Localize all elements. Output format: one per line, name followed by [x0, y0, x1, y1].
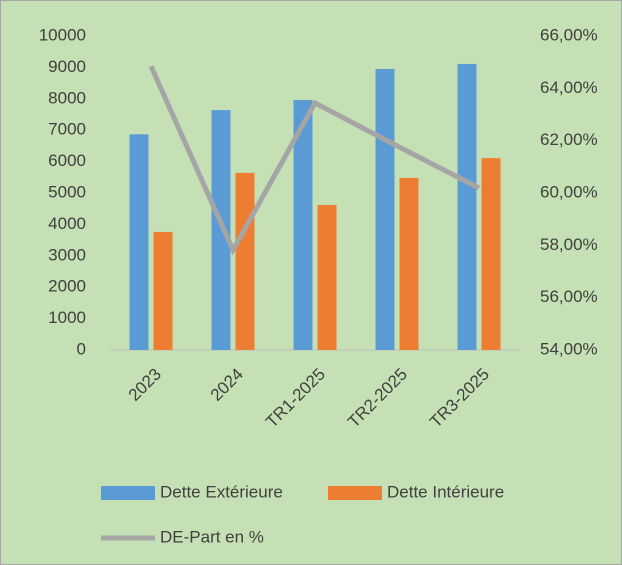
y2-tick-label: 66,00% — [540, 25, 598, 44]
y2-tick-label: 62,00% — [540, 130, 598, 149]
bar — [399, 177, 419, 350]
y2-tick-label: 64,00% — [540, 78, 598, 97]
y-tick-label: 4000 — [48, 214, 86, 233]
y-tick-label: 1000 — [48, 308, 86, 327]
y-tick-label: 9000 — [48, 57, 86, 76]
legend-swatch — [101, 486, 155, 500]
y-tick-label: 2000 — [48, 277, 86, 296]
y-tick-label: 10000 — [39, 25, 86, 44]
bar — [481, 158, 501, 350]
y-tick-label: 7000 — [48, 120, 86, 139]
bar — [153, 231, 173, 350]
bar — [211, 110, 231, 350]
y-tick-label: 0 — [77, 339, 86, 358]
y-tick-label: 3000 — [48, 245, 86, 264]
y-tick-label: 8000 — [48, 88, 86, 107]
bar — [235, 172, 255, 350]
bar — [293, 100, 313, 350]
y2-tick-label: 58,00% — [540, 235, 598, 254]
legend-label: Dette Extérieure — [160, 482, 283, 501]
legend-swatch — [328, 486, 382, 500]
legend-label: DE-Part en % — [160, 527, 264, 546]
bar — [317, 204, 337, 350]
y-tick-label: 6000 — [48, 151, 86, 170]
bar — [457, 63, 477, 351]
y-tick-label: 5000 — [48, 182, 86, 201]
legend-label: Dette Intérieure — [387, 482, 504, 501]
line — [148, 65, 481, 256]
y2-tick-label: 60,00% — [540, 182, 598, 201]
bar — [129, 134, 149, 350]
y2-tick-label: 56,00% — [540, 287, 598, 306]
bar — [375, 68, 395, 350]
y2-tick-label: 54,00% — [540, 339, 598, 358]
